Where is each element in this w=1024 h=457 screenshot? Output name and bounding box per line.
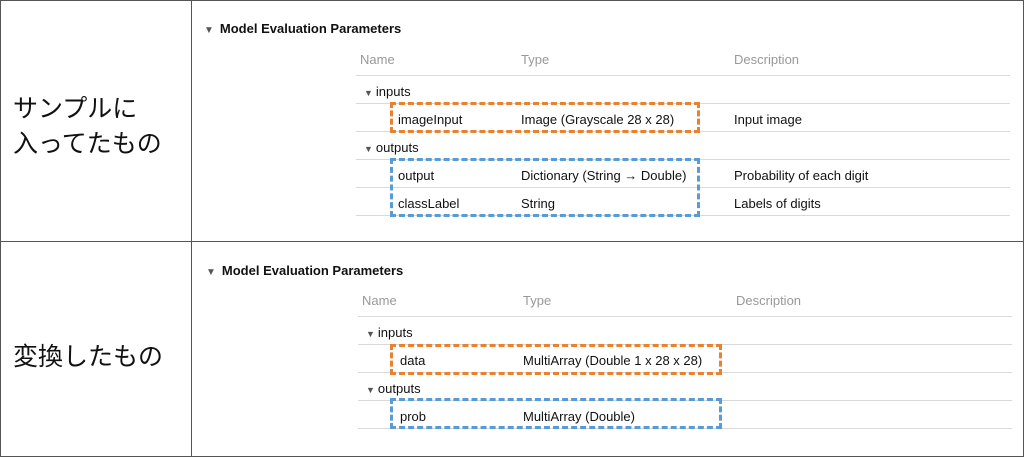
param-description: Input image	[734, 112, 802, 127]
group-inputs[interactable]: ▼ inputs	[366, 325, 413, 340]
outputs-highlight-box	[390, 398, 722, 429]
param-description: Probability of each digit	[734, 168, 869, 183]
disclosure-triangle-icon[interactable]: ▼	[204, 25, 214, 36]
param-name: data	[400, 353, 426, 368]
param-type: MultiArray (Double 1 x 28 x 28)	[523, 353, 703, 368]
column-header-type[interactable]: Type	[521, 52, 550, 67]
section-title: Model Evaluation Parameters	[219, 21, 402, 36]
param-type: MultiArray (Double)	[523, 409, 635, 424]
param-type: String	[521, 196, 555, 211]
section-title: Model Evaluation Parameters	[221, 263, 404, 278]
inputs-highlight-box	[390, 344, 722, 375]
disclosure-triangle-icon[interactable]: ▼	[206, 267, 216, 278]
disclosure-triangle-icon[interactable]: ▼	[364, 88, 373, 98]
header-rule	[356, 75, 1010, 76]
row-label-line: 変換したもの	[13, 342, 164, 371]
column-header-type[interactable]: Type	[523, 293, 552, 308]
param-name: classLabel	[398, 196, 460, 211]
row-label-line: 入ってたもの	[13, 129, 162, 158]
inputs-highlight-box	[390, 102, 700, 133]
group-inputs[interactable]: ▼ inputs	[364, 84, 411, 99]
row-divider	[1, 241, 1023, 242]
group-label: inputs	[377, 325, 413, 340]
param-type: Dictionary (String → Double)	[521, 168, 687, 183]
group-label: inputs	[375, 84, 411, 99]
disclosure-triangle-icon[interactable]: ▼	[364, 144, 373, 154]
disclosure-triangle-icon[interactable]: ▼	[366, 385, 375, 395]
section-header[interactable]: ▼ Model Evaluation Parameters	[204, 21, 401, 36]
column-header-name[interactable]: Name	[360, 52, 395, 67]
group-outputs[interactable]: ▼ outputs	[366, 381, 421, 396]
model-eval-panel-converted: ▼ Model Evaluation Parameters Name Type D…	[194, 248, 1020, 452]
header-rule	[358, 316, 1012, 317]
param-description: Labels of digits	[734, 196, 821, 211]
row-label-converted: 変換したもの	[13, 339, 163, 374]
row-label-sample: サンプルに 入ってたもの	[13, 91, 162, 161]
column-header-description[interactable]: Description	[736, 293, 802, 308]
section-header[interactable]: ▼ Model Evaluation Parameters	[206, 263, 403, 278]
row-label-line: サンプルに	[13, 94, 138, 123]
model-eval-panel-sample: ▼ Model Evaluation Parameters Name Type D…	[194, 6, 1020, 238]
column-header-description[interactable]: Description	[734, 52, 800, 67]
group-label: outputs	[375, 140, 419, 155]
column-divider	[191, 1, 192, 456]
param-name: imageInput	[398, 112, 463, 127]
param-name: prob	[400, 409, 427, 424]
column-header-name[interactable]: Name	[362, 293, 397, 308]
group-outputs[interactable]: ▼ outputs	[364, 140, 419, 155]
param-name: output	[398, 168, 435, 183]
group-label: outputs	[377, 381, 421, 396]
row-rule	[356, 187, 1010, 188]
param-type: Image (Grayscale 28 x 28)	[521, 112, 675, 127]
outputs-highlight-box	[390, 158, 700, 217]
disclosure-triangle-icon[interactable]: ▼	[366, 329, 375, 339]
